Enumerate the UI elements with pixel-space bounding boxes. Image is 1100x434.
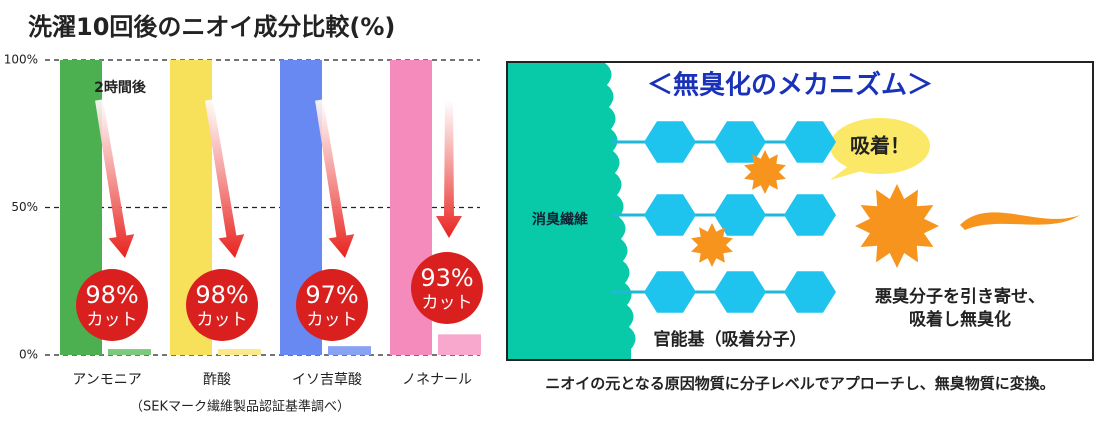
callout-text: カット xyxy=(307,310,358,330)
callout-text: カット xyxy=(197,310,248,330)
y-tick-label: 100% xyxy=(4,53,38,67)
odor-molecule xyxy=(744,150,786,194)
odor-molecule xyxy=(855,184,939,268)
result-line: 悪臭分子を引き寄せ、 xyxy=(875,286,1045,307)
callout-value: 93% xyxy=(420,264,473,292)
hexagon xyxy=(714,121,766,163)
hexagon xyxy=(784,121,836,163)
diagram-title: ＜無臭化のメカニズム＞ xyxy=(647,70,933,101)
functional-group-label: 官能基（吸着分子） xyxy=(654,329,807,350)
arrow xyxy=(95,99,135,258)
speech-bubble xyxy=(830,118,930,174)
callout-text: カット xyxy=(87,310,138,330)
bubble-text: 吸着！ xyxy=(850,134,910,158)
x-tick-label: アンモニア xyxy=(72,372,141,388)
swoosh xyxy=(960,212,1080,230)
callout-value: 98% xyxy=(195,281,248,309)
x-tick-label: 酢酸 xyxy=(203,372,231,388)
chart-title: 洗濯10回後のニオイ成分比較(%) xyxy=(28,13,395,41)
hexagon xyxy=(644,271,696,313)
note: （SEKマーク繊維製品認証基準調べ） xyxy=(130,399,350,415)
fiber-label: 消臭繊維 xyxy=(532,211,588,228)
x-tick-label: ノネナール xyxy=(402,372,472,388)
bubble-tail xyxy=(830,165,865,180)
hexagon xyxy=(784,271,836,313)
bar xyxy=(218,349,261,355)
hexagon xyxy=(784,194,836,236)
bar xyxy=(328,346,371,355)
diagram: 消臭繊維 ＜無臭化のメカニズム＞ 吸着！ 悪臭分子を引き寄せ、 吸着し無臭化 官… xyxy=(506,61,1094,393)
fiber-shape xyxy=(508,63,636,359)
hexagon xyxy=(644,121,696,163)
hexagon xyxy=(714,194,766,236)
hexagon xyxy=(644,194,696,236)
odor-molecule xyxy=(691,223,733,267)
callout-circle xyxy=(186,269,258,341)
callout-text: カット xyxy=(422,293,473,313)
bar xyxy=(108,349,151,355)
result-line: 吸着し無臭化 xyxy=(909,309,1011,330)
callout-circle xyxy=(296,269,368,341)
hexagon xyxy=(714,271,766,313)
callout-circle xyxy=(411,252,483,324)
y-tick-label: 50% xyxy=(11,200,38,214)
x-tick-label: イソ吉草酸 xyxy=(292,372,362,388)
arrow xyxy=(436,100,462,238)
annotation: 2時間後 xyxy=(94,79,147,96)
arrow xyxy=(205,99,245,258)
callout-circle xyxy=(76,269,148,341)
callout-value: 97% xyxy=(305,281,358,309)
caption: ニオイの元となる原因物質に分子レベルでアプローチし、無臭物質に変換。 xyxy=(545,375,1055,393)
callout-value: 98% xyxy=(85,281,138,309)
arrow xyxy=(315,99,355,258)
y-tick-label: 0% xyxy=(19,348,38,362)
chart: 洗濯10回後のニオイ成分比較(%)0%50%100%アンモニア98%カット酢酸9… xyxy=(4,13,483,415)
bar xyxy=(438,334,481,355)
